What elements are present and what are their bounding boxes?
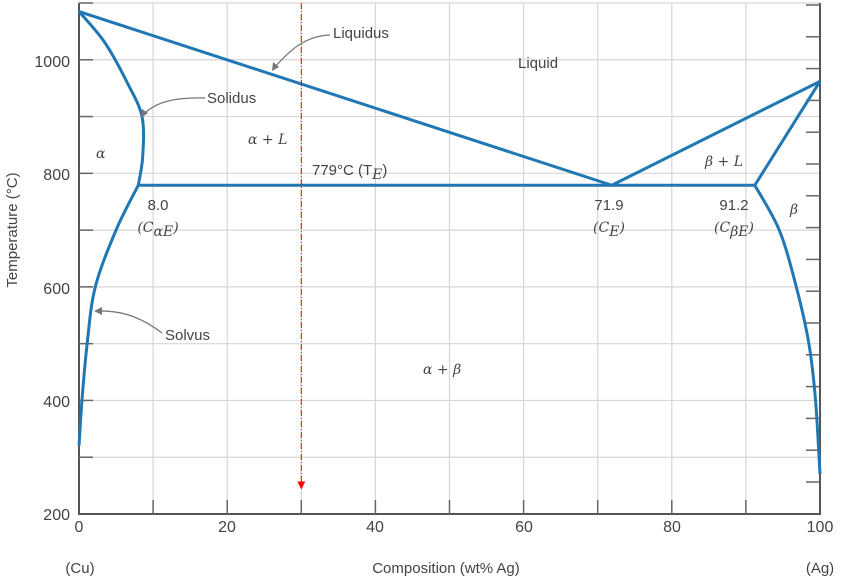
arrowhead-icon <box>141 109 148 118</box>
solvus-beta <box>753 184 822 475</box>
liquid-region-label: Liquid <box>518 55 558 72</box>
y-tick-label: 200 <box>43 507 70 524</box>
liquidus-right <box>611 80 821 187</box>
c-alpha-e-value: 8.0 <box>148 197 169 214</box>
solvus-label: Solvus <box>165 327 210 344</box>
liquidus-left <box>78 10 613 187</box>
arrowheads <box>94 62 279 315</box>
eutectic-temperature-label: 779°C (TE) <box>312 162 387 183</box>
x-tick-label: 80 <box>663 519 681 536</box>
arrowhead-icon <box>94 307 102 315</box>
solidus-label: Solidus <box>207 90 256 107</box>
x-tick-label: 40 <box>366 519 384 536</box>
y-axis-label: Temperature (°C) <box>4 172 21 287</box>
c-e-label: (CE) <box>593 220 625 240</box>
y-tick-label: 600 <box>43 281 70 298</box>
solidus-alpha <box>77 10 146 186</box>
solidus-beta <box>753 80 822 187</box>
grid <box>79 2 820 514</box>
beta-liquid-region-label: β + L <box>704 154 743 170</box>
x-tick-label: 100 <box>807 519 834 536</box>
alpha-region-label: α <box>96 146 106 162</box>
y-tick-labels: 200 400 600 800 1000 <box>34 54 70 524</box>
alpha-liquid-region-label: α + L <box>248 132 287 148</box>
phase-boundaries <box>77 10 822 475</box>
solidus-arrow <box>142 97 206 116</box>
c-beta-e-label: (CβE) <box>714 220 754 240</box>
x-axis-label: Composition (wt% Ag) <box>372 560 520 577</box>
c-alpha-e-label: (CαE) <box>137 220 178 240</box>
solvus-alpha <box>77 184 140 446</box>
liquidus-arrow <box>273 34 331 69</box>
composition-marker <box>297 3 306 490</box>
c-e-value: 71.9 <box>594 197 623 214</box>
x-tick-label: 0 <box>75 519 84 536</box>
ag-label: (Ag) <box>806 560 834 577</box>
solvus-arrow <box>96 310 163 334</box>
y-tick-label: 800 <box>43 167 70 184</box>
arrowhead-icon <box>272 62 279 71</box>
x-tick-labels: 0 20 40 60 80 100 <box>75 519 834 536</box>
beta-region-label: β <box>789 202 798 218</box>
annotation-arrows <box>96 34 331 334</box>
x-tick-label: 60 <box>515 519 533 536</box>
alpha-beta-region-label: α + β <box>423 362 461 378</box>
cu-label: (Cu) <box>65 560 94 577</box>
x-tick-label: 20 <box>218 519 236 536</box>
y-tick-label: 1000 <box>34 54 70 71</box>
liquidus-label: Liquidus <box>333 25 389 42</box>
marker-arrow-icon <box>297 481 306 490</box>
y-tick-label: 400 <box>43 394 70 411</box>
c-beta-e-value: 91.2 <box>719 197 748 214</box>
